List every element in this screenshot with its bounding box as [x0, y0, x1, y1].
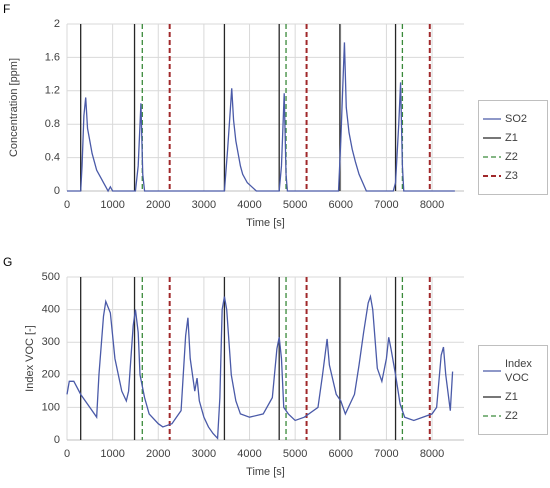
legend-swatch	[483, 118, 501, 120]
legend-item: Index VOC	[483, 357, 543, 385]
legend-label: Index VOC	[505, 358, 532, 384]
x-tick-label: 1000	[100, 448, 124, 460]
x-tick-label: 4000	[237, 448, 261, 460]
y-axis-label: Concentration [ppm]	[8, 58, 20, 157]
legend-label: SO2	[505, 113, 528, 125]
x-tick-label: 6000	[329, 448, 353, 460]
y-tick-label: 300	[42, 336, 60, 348]
legend-label: Z2	[505, 151, 518, 163]
x-tick-label: 5000	[283, 199, 307, 211]
y-tick-label: 0.4	[45, 152, 60, 164]
legend-swatch	[483, 156, 501, 158]
y-tick-label: 0.8	[45, 118, 60, 130]
legend-swatch	[483, 137, 501, 139]
legend: SO2 Z1 Z2 Z3	[478, 100, 548, 195]
x-tick-label: 3000	[192, 199, 216, 211]
panel-label: F	[3, 2, 10, 16]
legend-label: Z1	[505, 391, 518, 403]
legend-swatch	[483, 396, 501, 398]
legend-item: Z1	[483, 390, 543, 404]
x-tick-label: 4000	[237, 199, 261, 211]
legend-swatch	[483, 370, 501, 372]
x-tick-label: 0	[64, 448, 70, 460]
x-tick-label: 0	[64, 199, 70, 211]
y-axis-label: Index VOC [-]	[24, 325, 36, 392]
legend-label: Z3	[505, 170, 518, 182]
y-tick-label: 0	[54, 434, 60, 446]
x-tick-label: 2000	[146, 199, 170, 211]
x-tick-label: 1000	[100, 199, 124, 211]
legend: Index VOC Z1 Z2	[478, 345, 548, 435]
data-line	[67, 42, 455, 193]
legend-item: Z2	[483, 409, 543, 423]
legend-item: Z1	[483, 131, 543, 145]
x-tick-label: 3000	[192, 448, 216, 460]
y-tick-label: 2	[54, 18, 60, 30]
y-tick-label: 0	[54, 185, 60, 197]
x-tick-label: 5000	[283, 448, 307, 460]
y-tick-label: 1.2	[45, 85, 60, 97]
x-tick-label: 2000	[146, 448, 170, 460]
legend-swatch	[483, 415, 501, 417]
legend-swatch	[483, 175, 501, 177]
y-tick-label: 500	[42, 271, 60, 283]
legend-label: Z1	[505, 132, 518, 144]
y-tick-label: 400	[42, 304, 60, 316]
legend-item: Z3	[483, 169, 543, 183]
x-axis-label: Time [s]	[246, 217, 285, 229]
x-tick-label: 8000	[420, 199, 444, 211]
x-tick-label: 7000	[374, 448, 398, 460]
x-axis-label: Time [s]	[246, 466, 285, 478]
legend-label: Z2	[505, 410, 518, 422]
x-tick-label: 7000	[374, 199, 398, 211]
legend-item: SO2	[483, 112, 543, 126]
legend-item: Z2	[483, 150, 543, 164]
x-tick-label: 8000	[420, 448, 444, 460]
panel-label: G	[3, 255, 12, 269]
data-line	[66, 293, 454, 440]
y-tick-label: 200	[42, 369, 60, 381]
y-tick-label: 1.6	[45, 51, 60, 63]
x-tick-label: 6000	[329, 199, 353, 211]
y-tick-label: 100	[42, 401, 60, 413]
